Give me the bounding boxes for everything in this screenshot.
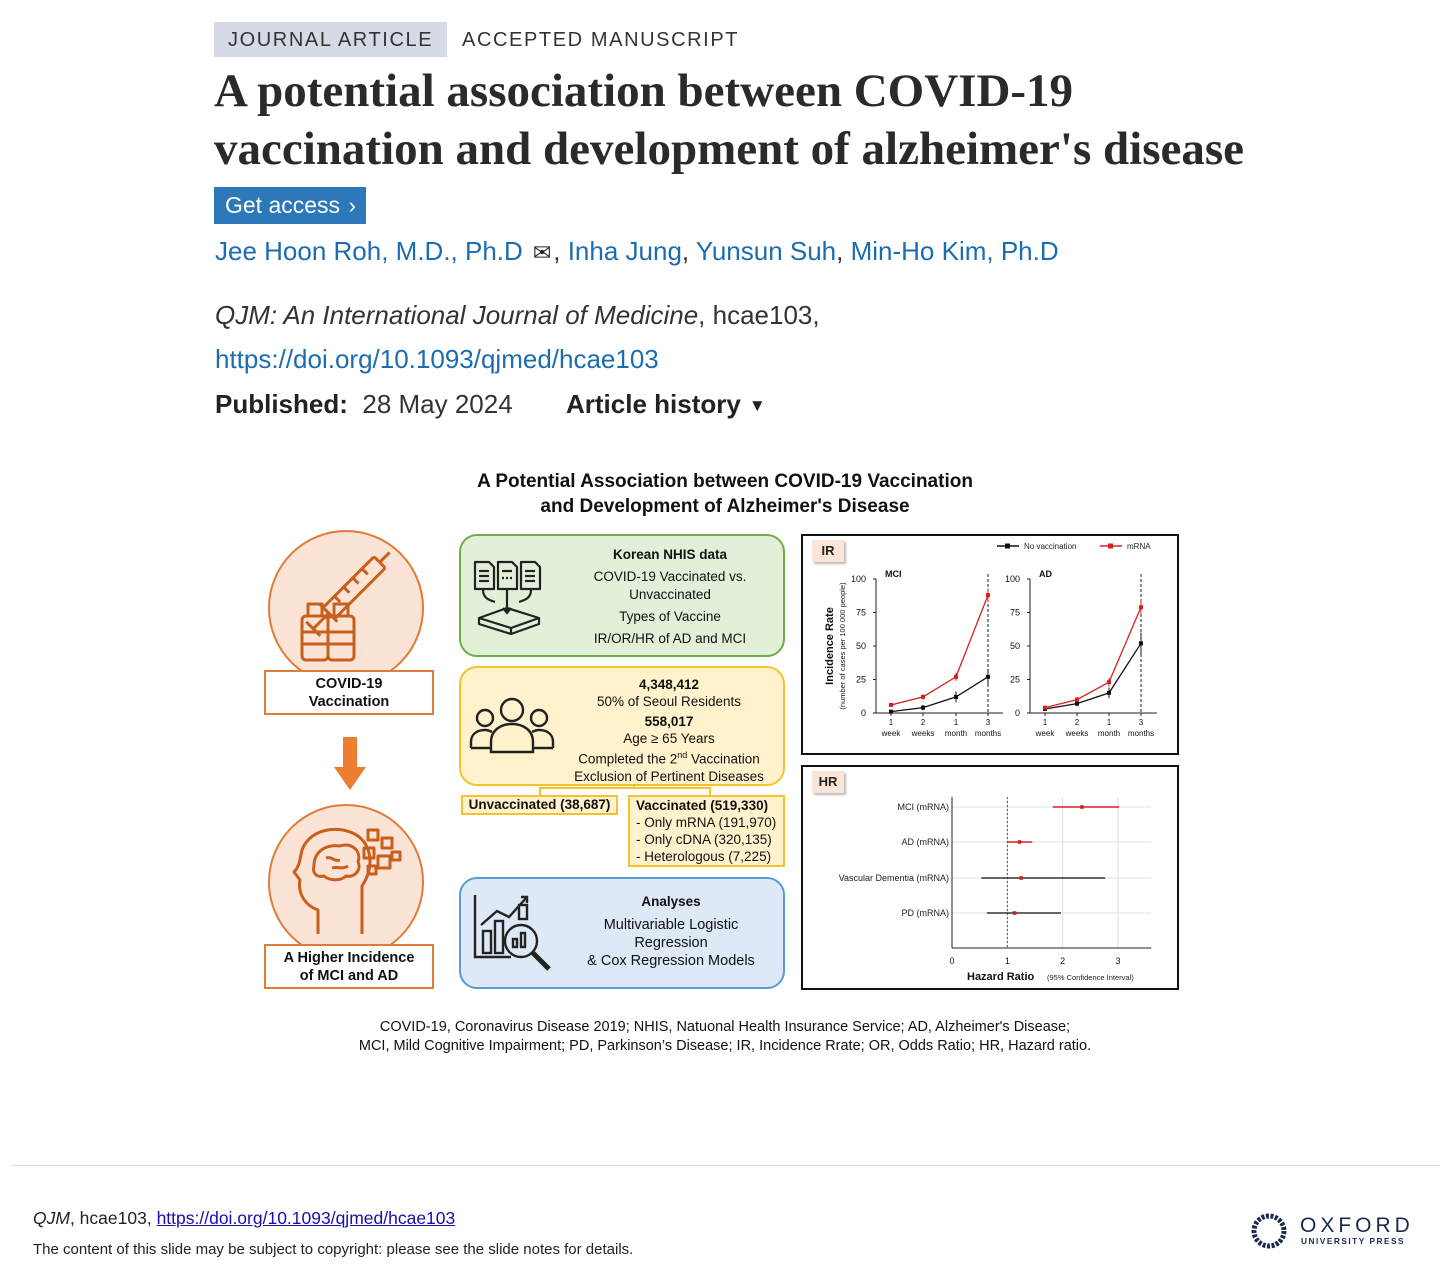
text-line: Exclusion of Pertinent Diseases bbox=[574, 768, 764, 784]
author-link[interactable]: Jee Hoon Roh, M.D., Ph.D bbox=[215, 236, 523, 266]
analysis-text: Analyses Multivariable Logistic Regressi… bbox=[561, 893, 781, 970]
author-link[interactable]: Yunsun Suh bbox=[695, 236, 837, 266]
oup-logo-icon: OXFORD UNIVERSITY PRESS bbox=[1251, 1213, 1414, 1249]
text-line: Completed the 2nd Vaccination bbox=[557, 747, 781, 768]
ir-tag: IR bbox=[812, 540, 844, 562]
data-source-box: Korean NHIS data COVID-19 Vaccinated vs.… bbox=[459, 534, 785, 657]
doi-link[interactable]: https://doi.org/10.1093/qjmed/hcae103 bbox=[215, 344, 659, 374]
down-arrow-icon bbox=[334, 737, 366, 790]
text-part: Vaccination bbox=[687, 751, 760, 767]
label-line: A Higher Incidence bbox=[283, 949, 415, 966]
article-id: , hcae103, bbox=[698, 300, 820, 330]
syringe-vials-icon bbox=[300, 551, 391, 662]
vaccine-type-item: - Only cDNA (320,135) bbox=[636, 832, 772, 847]
journal-name: QJM: An International Journal of Medicin… bbox=[215, 300, 699, 330]
copyright-note: The content of this slide may be subject… bbox=[33, 1241, 634, 1258]
published-label: Published: bbox=[215, 389, 348, 419]
documents-database-icon bbox=[473, 560, 542, 636]
figure-title: A Potential Association between COVID-19… bbox=[380, 469, 1070, 519]
text-line: Unvaccinated bbox=[629, 587, 711, 602]
text-line: Regression bbox=[634, 935, 708, 951]
cohort-text: 4,348,412 50% of Seoul Residents 558,017… bbox=[557, 676, 781, 785]
cohort-box: 4,348,412 50% of Seoul Residents 558,017… bbox=[459, 666, 785, 786]
data-source-text: Korean NHIS data COVID-19 Vaccinated vs.… bbox=[561, 546, 779, 648]
text-line: 50% of Seoul Residents bbox=[596, 694, 742, 709]
article-history-label: Article history bbox=[566, 389, 741, 419]
vaccinated-box: Vaccinated (519,330) - Only mRNA (191,97… bbox=[628, 795, 785, 867]
logo-subtext: UNIVERSITY PRESS bbox=[1301, 1236, 1405, 1246]
brain-head-icon bbox=[292, 827, 402, 934]
article-history-toggle[interactable]: Article history ▼ bbox=[566, 389, 766, 420]
analysis-heading: Analyses bbox=[641, 894, 701, 909]
text-part: nd bbox=[677, 750, 688, 760]
published-info: Published: 28 May 2024 bbox=[215, 389, 513, 420]
footer-divider bbox=[12, 1165, 1440, 1166]
vaccination-circle bbox=[268, 530, 424, 686]
figure-footnote: COVID-19, Coronavirus Disease 2019; NHIS… bbox=[300, 1018, 1150, 1056]
label-line: COVID-19 bbox=[315, 675, 383, 692]
hazard-ratio-panel bbox=[801, 765, 1179, 990]
vaccination-label: COVID-19 Vaccination bbox=[264, 670, 434, 715]
journal-citation: QJM: An International Journal of Medicin… bbox=[215, 300, 820, 331]
text-line: Types of Vaccine bbox=[619, 609, 721, 624]
author-link[interactable]: Min-Ho Kim, Ph.D bbox=[850, 236, 1059, 266]
incidence-rate-panel bbox=[801, 534, 1179, 755]
envelope-icon[interactable]: ✉ bbox=[532, 240, 552, 265]
footnote-line: MCI, Mild Cognitive Impairment; PD, Park… bbox=[358, 1038, 1092, 1054]
outcome-circle bbox=[268, 804, 424, 960]
title-line-2: vaccination and development of alzheimer… bbox=[214, 123, 1245, 175]
text-line: Age ≥ 65 Years bbox=[623, 731, 715, 746]
total-count: 4,348,412 bbox=[638, 677, 700, 692]
figure-title-line-1: A Potential Association between COVID-19… bbox=[477, 471, 973, 492]
selected-count: 558,017 bbox=[644, 714, 694, 729]
author-list: Jee Hoon Roh, M.D., Ph.D ✉, Inha Jung, Yu… bbox=[215, 236, 1059, 266]
footer-doi-link[interactable]: https://doi.org/10.1093/qjmed/hcae103 bbox=[156, 1208, 456, 1228]
text-line: COVID-19 Vaccinated vs. bbox=[593, 569, 747, 584]
cohort-split-connector bbox=[539, 784, 711, 795]
analysis-box: Analyses Multivariable Logistic Regressi… bbox=[459, 877, 785, 989]
manuscript-status: ACCEPTED MANUSCRIPT bbox=[462, 29, 740, 51]
article-type-badge: JOURNAL ARTICLE bbox=[214, 22, 448, 57]
unvaccinated-box: Unvaccinated (38,687) bbox=[461, 795, 618, 815]
hr-tag: HR bbox=[812, 771, 844, 793]
text-line: Multivariable Logistic bbox=[603, 917, 739, 933]
article-title: A potential association between COVID-19… bbox=[214, 62, 1244, 178]
logo-text: OXFORD bbox=[1300, 1214, 1414, 1237]
article-id: , hcae103, bbox=[69, 1208, 157, 1228]
vaccine-type-item: - Heterologous (7,225) bbox=[636, 849, 772, 864]
label-line: Vaccination bbox=[308, 693, 390, 710]
data-source-heading: Korean NHIS data bbox=[612, 547, 728, 562]
text-line: & Cox Regression Models bbox=[587, 953, 755, 969]
published-date: 28 May 2024 bbox=[362, 389, 513, 419]
footnote-line: COVID-19, Coronavirus Disease 2019; NHIS… bbox=[379, 1019, 1071, 1035]
text-part: Completed the 2 bbox=[578, 751, 678, 767]
oxford-university-press-logo: OXFORD UNIVERSITY PRESS bbox=[1250, 1210, 1425, 1252]
label-line: of MCI and AD bbox=[299, 967, 399, 984]
author-link[interactable]: Inha Jung bbox=[567, 236, 682, 266]
vaccinated-heading: Vaccinated (519,330) bbox=[636, 798, 769, 813]
outcome-label: A Higher Incidence of MCI and AD bbox=[264, 944, 434, 989]
caret-down-icon: ▼ bbox=[748, 396, 766, 415]
analytics-magnifier-icon bbox=[473, 895, 551, 971]
get-access-label: Get access bbox=[225, 192, 341, 218]
text-line: IR/OR/HR of AD and MCI bbox=[593, 631, 747, 646]
people-group-icon bbox=[469, 697, 555, 754]
journal-abbrev: QJM bbox=[33, 1208, 70, 1228]
title-line-1: A potential association between COVID-19 bbox=[214, 65, 1074, 117]
slide-citation: QJM, hcae103, https://doi.org/10.1093/qj… bbox=[33, 1208, 455, 1229]
figure-title-line-2: and Development of Alzheimer's Disease bbox=[540, 496, 910, 517]
vaccine-type-item: - Only mRNA (191,970) bbox=[636, 815, 777, 830]
chevron-right-icon: › bbox=[348, 193, 356, 218]
get-access-button[interactable]: Get access › bbox=[214, 187, 366, 224]
